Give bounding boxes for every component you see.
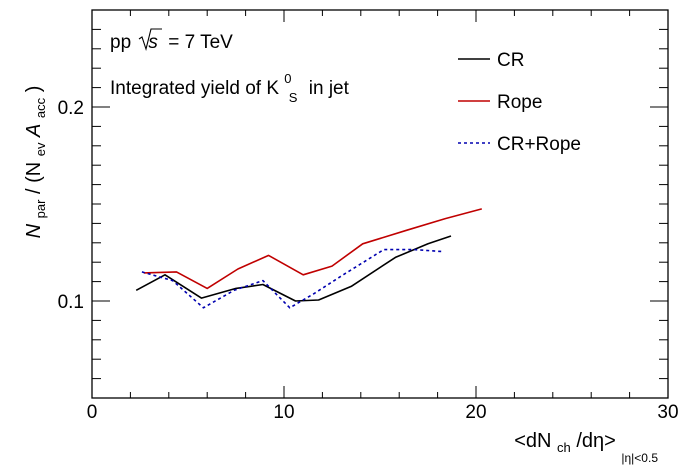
y-axis-title-n-sub: par: [33, 199, 48, 218]
legend-label-cr: CR: [497, 50, 524, 71]
series-layer: [135, 208, 483, 309]
x-tick-label: 0: [87, 402, 98, 423]
x-axis-title-sub2: |η|<0.5: [621, 451, 658, 465]
x-axis-title-sub1: ch: [557, 440, 571, 455]
series-line-cr-rope: [141, 248, 442, 309]
legend-label-cr-rope: CR+Rope: [497, 134, 581, 155]
annotation-system: pp: [110, 32, 131, 53]
sqrt-sign: [138, 28, 162, 51]
y-axis-title-n: N: [23, 223, 45, 238]
legend-label-rope: Rope: [497, 92, 542, 113]
y-axis-title-ev-sub: ev: [33, 142, 48, 156]
y-tick-label: 0.1: [58, 292, 84, 313]
annotation-energy: pp s = 7 TeV: [110, 32, 233, 53]
annotation-yield-sup: 0: [284, 71, 291, 86]
x-tick-label: 10: [273, 402, 294, 423]
annotation-yield-prefix: Integrated yield of K: [110, 78, 279, 99]
axis-ticks: 0 10 20 30 0.1 0.2: [58, 9, 679, 423]
y-axis-title-acc-sub: acc: [33, 97, 48, 118]
x-axis-title-suffix: /dη>: [576, 430, 615, 452]
y-axis-title-mid: / (N: [23, 162, 45, 194]
y-axis-title: N par / (N ev A acc ): [23, 86, 50, 239]
annotation-energy-symbol: s: [148, 32, 158, 53]
annotation-energy-value: = 7 TeV: [168, 32, 233, 53]
legend: CR Rope CR+Rope: [458, 50, 581, 155]
annotation-yield-suffix: in jet: [309, 78, 350, 99]
annotation-yield: Integrated yield of K 0 S in jet: [110, 67, 350, 107]
plot-frame: [91, 9, 669, 399]
y-tick-label: 0.2: [58, 98, 84, 119]
x-tick-label: 20: [465, 402, 486, 423]
x-tick-label: 30: [657, 402, 678, 423]
series-line-cr: [135, 235, 452, 302]
y-axis-title-a: A: [23, 124, 45, 138]
y-axis-title-end: ): [23, 86, 45, 93]
annotation-yield-sub: S: [289, 90, 298, 105]
x-axis-title-prefix: <dN: [514, 430, 551, 452]
x-axis-title: <dN ch /dη> |η|<0.5: [514, 430, 658, 465]
series-line-rope: [143, 208, 483, 290]
